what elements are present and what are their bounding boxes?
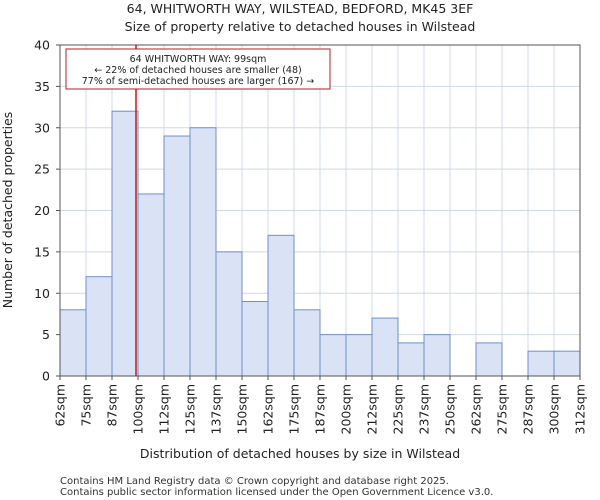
x-tick-label: 187sqm [313, 384, 328, 434]
annotation-line1: 64 WHITWORTH WAY: 99sqm [130, 54, 267, 65]
bar [371, 317, 399, 377]
bar [85, 276, 113, 377]
x-tick-label: 287sqm [521, 384, 536, 434]
x-tick-label: 137sqm [209, 384, 224, 434]
y-tick-label: 25 [34, 162, 50, 177]
annotation-frame [65, 48, 331, 90]
x-tick-label: 162sqm [261, 384, 276, 434]
bar [345, 334, 373, 377]
bars-group [59, 110, 581, 377]
bar [553, 350, 581, 377]
bar [527, 350, 555, 377]
x-tick-label: 275sqm [495, 384, 510, 434]
x-tick-label: 212sqm [365, 384, 380, 434]
plot-frame [59, 44, 581, 377]
y-tick-label: 40 [34, 38, 50, 53]
bar [163, 135, 191, 377]
y-tick-label: 30 [34, 120, 50, 135]
x-axis-label: Distribution of detached houses by size … [140, 446, 460, 461]
bar [293, 309, 321, 377]
y-tick-label: 35 [34, 79, 50, 94]
bar [189, 127, 217, 377]
x-tick-label: 200sqm [339, 384, 354, 434]
x-tick-label: 75sqm [79, 384, 94, 427]
x-tick-label: 62sqm [53, 384, 68, 427]
bar [59, 309, 87, 377]
x-tick-label: 237sqm [417, 384, 432, 434]
x-tick-label: 112sqm [157, 384, 172, 434]
bar [319, 334, 347, 377]
annotation-line2: ← 22% of detached houses are smaller (48… [94, 65, 301, 76]
x-tick-label: 312sqm [573, 384, 588, 434]
x-tick-label: 150sqm [235, 384, 250, 434]
bar [423, 334, 451, 377]
x-tick-label: 100sqm [131, 384, 146, 434]
footer-line1: Contains HM Land Registry data © Crown c… [60, 476, 449, 487]
bar [111, 110, 139, 377]
y-tick-label: 0 [42, 369, 50, 384]
y-tick-label: 15 [34, 244, 50, 259]
bar [137, 193, 165, 377]
annotation-box: 64 WHITWORTH WAY: 99sqm ← 22% of detache… [65, 48, 331, 90]
bar [241, 301, 269, 377]
x-tick-label: 225sqm [391, 384, 406, 434]
y-axis-ticks: 0 5 10 15 20 25 30 35 40 [34, 38, 60, 384]
x-tick-label: 175sqm [287, 384, 302, 434]
x-tick-label: 125sqm [183, 384, 198, 434]
bar [267, 234, 295, 377]
y-tick-label: 5 [42, 327, 50, 342]
y-tick-label: 20 [34, 203, 50, 218]
y-tick-label: 10 [34, 286, 50, 301]
y-axis-label: Number of detached properties [0, 112, 15, 309]
bar [475, 342, 503, 377]
footer-line2: Contains public sector information licen… [60, 487, 493, 498]
x-tick-label: 250sqm [443, 384, 458, 434]
x-axis-ticks: 62sqm 75sqm 87sqm 100sqm 112sqm 125sqm 137sqm 1… [53, 376, 588, 434]
x-tick-label: 300sqm [547, 384, 562, 434]
chart-title-line2: Size of property relative to detached ho… [125, 19, 476, 34]
bar [397, 342, 425, 377]
x-tick-label: 262sqm [469, 384, 484, 434]
bar [215, 251, 243, 377]
x-tick-label: 87sqm [105, 384, 120, 427]
chart-title-line1: 64, WHITWORTH WAY, WILSTEAD, BEDFORD, MK… [127, 1, 474, 16]
annotation-line3: 77% of semi-detached houses are larger (… [82, 76, 315, 87]
